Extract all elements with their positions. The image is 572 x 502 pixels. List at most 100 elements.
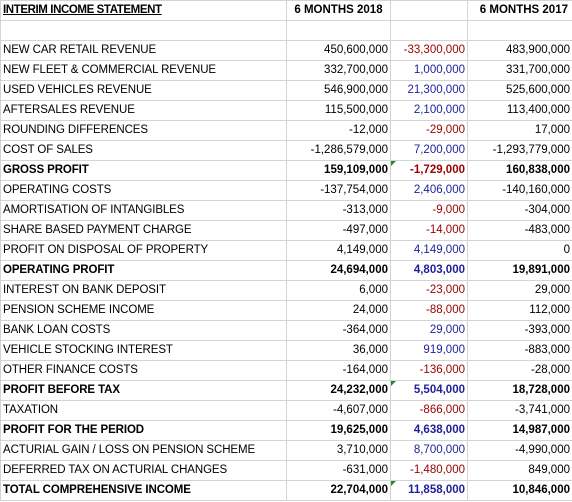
value-2017-cell[interactable]: -393,000 bbox=[467, 320, 572, 341]
variance-cell[interactable]: -866,000 bbox=[390, 400, 468, 421]
row-label-cell[interactable]: AFTERSALES REVENUE bbox=[0, 100, 287, 121]
value-2017-cell[interactable]: -304,000 bbox=[467, 200, 572, 221]
row-label-cell[interactable]: OPERATING COSTS bbox=[0, 180, 287, 201]
variance-cell[interactable]: 4,638,000 bbox=[390, 420, 468, 441]
value-2018-cell[interactable]: -364,000 bbox=[286, 320, 391, 341]
variance-cell[interactable]: -29,000 bbox=[390, 120, 468, 141]
row-label-cell[interactable]: TOTAL COMPREHENSIVE INCOME bbox=[0, 480, 287, 501]
value-2017-cell[interactable]: -3,741,000 bbox=[467, 400, 572, 421]
value-2018-cell[interactable]: -12,000 bbox=[286, 120, 391, 141]
variance-cell[interactable]: 21,300,000 bbox=[390, 80, 468, 101]
value-2017-cell[interactable]: 0 bbox=[467, 240, 572, 261]
row-label-cell[interactable]: OPERATING PROFIT bbox=[0, 260, 287, 281]
value-2018-cell[interactable]: -137,754,000 bbox=[286, 180, 391, 201]
variance-cell[interactable]: 5,504,000 bbox=[390, 380, 468, 401]
variance-cell[interactable]: -14,000 bbox=[390, 220, 468, 241]
value-2018-cell[interactable]: 546,900,000 bbox=[286, 80, 391, 101]
variance-cell[interactable]: -33,300,000 bbox=[390, 40, 468, 61]
value-2017-cell[interactable]: 113,400,000 bbox=[467, 100, 572, 121]
row-label-cell[interactable]: PROFIT BEFORE TAX bbox=[0, 380, 287, 401]
row-label-cell[interactable]: NEW FLEET & COMMERCIAL REVENUE bbox=[0, 60, 287, 81]
variance-cell[interactable]: 4,149,000 bbox=[390, 240, 468, 261]
value-2017-cell[interactable]: 331,700,000 bbox=[467, 60, 572, 81]
value-2017-cell[interactable]: 14,987,000 bbox=[467, 420, 572, 441]
value-2017-cell[interactable]: 10,846,000 bbox=[467, 480, 572, 501]
row-label-cell[interactable]: ROUNDING DIFFERENCES bbox=[0, 120, 287, 141]
variance-cell[interactable]: -136,000 bbox=[390, 360, 468, 381]
value-2018-cell[interactable]: 6,000 bbox=[286, 280, 391, 301]
variance-cell[interactable]: -88,000 bbox=[390, 300, 468, 321]
variance-cell[interactable]: 11,858,000 bbox=[390, 480, 468, 501]
variance-cell[interactable]: 2,406,000 bbox=[390, 180, 468, 201]
value-2017-cell[interactable]: 112,000 bbox=[467, 300, 572, 321]
value-2018-cell[interactable]: 22,704,000 bbox=[286, 480, 391, 501]
value-2018-cell[interactable]: -497,000 bbox=[286, 220, 391, 241]
row-label-cell[interactable]: TAXATION bbox=[0, 400, 287, 421]
value-2017-cell[interactable]: -140,160,000 bbox=[467, 180, 572, 201]
column-header-2017[interactable]: 6 MONTHS 2017 bbox=[467, 0, 572, 21]
value-2017-cell[interactable]: 160,838,000 bbox=[467, 160, 572, 181]
column-header-2018[interactable]: 6 MONTHS 2018 bbox=[286, 0, 391, 21]
row-label-cell[interactable]: OTHER FINANCE COSTS bbox=[0, 360, 287, 381]
variance-cell[interactable]: 1,000,000 bbox=[390, 60, 468, 81]
empty-cell[interactable] bbox=[286, 20, 391, 41]
variance-cell[interactable]: 919,000 bbox=[390, 340, 468, 361]
value-2017-cell[interactable]: 483,900,000 bbox=[467, 40, 572, 61]
empty-cell[interactable] bbox=[467, 20, 572, 41]
variance-cell[interactable]: -1,729,000 bbox=[390, 160, 468, 181]
value-2018-cell[interactable]: -631,000 bbox=[286, 460, 391, 481]
row-label-cell[interactable]: AMORTISATION OF INTANGIBLES bbox=[0, 200, 287, 221]
statement-title[interactable]: INTERIM INCOME STATEMENT bbox=[0, 0, 287, 21]
row-label-cell[interactable]: INTEREST ON BANK DEPOSIT bbox=[0, 280, 287, 301]
row-label-cell[interactable]: USED VEHICLES REVENUE bbox=[0, 80, 287, 101]
row-label-cell[interactable]: DEFERRED TAX ON ACTURIAL CHANGES bbox=[0, 460, 287, 481]
value-2018-cell[interactable]: 24,694,000 bbox=[286, 260, 391, 281]
value-2018-cell[interactable]: 115,500,000 bbox=[286, 100, 391, 121]
variance-cell[interactable]: 4,803,000 bbox=[390, 260, 468, 281]
value-2017-cell[interactable]: 17,000 bbox=[467, 120, 572, 141]
variance-cell[interactable]: -23,000 bbox=[390, 280, 468, 301]
column-header-variance[interactable] bbox=[390, 0, 468, 21]
value-2017-cell[interactable]: -28,000 bbox=[467, 360, 572, 381]
value-2018-cell[interactable]: 4,149,000 bbox=[286, 240, 391, 261]
value-2018-cell[interactable]: -4,607,000 bbox=[286, 400, 391, 421]
row-label-cell[interactable]: VEHICLE STOCKING INTEREST bbox=[0, 340, 287, 361]
variance-cell[interactable]: -9,000 bbox=[390, 200, 468, 221]
value-2017-cell[interactable]: 19,891,000 bbox=[467, 260, 572, 281]
row-label-cell[interactable]: PROFIT FOR THE PERIOD bbox=[0, 420, 287, 441]
row-label-cell[interactable]: ACTURIAL GAIN / LOSS ON PENSION SCHEME bbox=[0, 440, 287, 461]
variance-cell[interactable]: 29,000 bbox=[390, 320, 468, 341]
value-2018-cell[interactable]: 36,000 bbox=[286, 340, 391, 361]
value-2017-cell[interactable]: 18,728,000 bbox=[467, 380, 572, 401]
value-2017-cell[interactable]: 849,000 bbox=[467, 460, 572, 481]
value-2018-cell[interactable]: 332,700,000 bbox=[286, 60, 391, 81]
value-2017-cell[interactable]: -1,293,779,000 bbox=[467, 140, 572, 161]
value-2017-cell[interactable]: -483,000 bbox=[467, 220, 572, 241]
variance-cell[interactable]: 7,200,000 bbox=[390, 140, 468, 161]
row-label-cell[interactable]: BANK LOAN COSTS bbox=[0, 320, 287, 341]
value-2017-cell[interactable]: -4,990,000 bbox=[467, 440, 572, 461]
value-2018-cell[interactable]: 159,109,000 bbox=[286, 160, 391, 181]
variance-cell[interactable]: 2,100,000 bbox=[390, 100, 468, 121]
value-2017-cell[interactable]: 525,600,000 bbox=[467, 80, 572, 101]
row-label-cell[interactable]: COST OF SALES bbox=[0, 140, 287, 161]
value-2018-cell[interactable]: -1,286,579,000 bbox=[286, 140, 391, 161]
row-label-cell[interactable]: GROSS PROFIT bbox=[0, 160, 287, 181]
row-label-cell[interactable]: PROFIT ON DISPOSAL OF PROPERTY bbox=[0, 240, 287, 261]
value-2018-cell[interactable]: 24,232,000 bbox=[286, 380, 391, 401]
value-2017-cell[interactable]: -883,000 bbox=[467, 340, 572, 361]
variance-cell[interactable]: -1,480,000 bbox=[390, 460, 468, 481]
empty-cell[interactable] bbox=[390, 20, 468, 41]
row-label-cell[interactable]: PENSION SCHEME INCOME bbox=[0, 300, 287, 321]
row-label-cell[interactable]: SHARE BASED PAYMENT CHARGE bbox=[0, 220, 287, 241]
value-2018-cell[interactable]: 3,710,000 bbox=[286, 440, 391, 461]
empty-cell[interactable] bbox=[0, 20, 287, 41]
value-2018-cell[interactable]: 450,600,000 bbox=[286, 40, 391, 61]
value-2018-cell[interactable]: 19,625,000 bbox=[286, 420, 391, 441]
value-2017-cell[interactable]: 29,000 bbox=[467, 280, 572, 301]
value-2018-cell[interactable]: 24,000 bbox=[286, 300, 391, 321]
row-label-cell[interactable]: NEW CAR RETAIL REVENUE bbox=[0, 40, 287, 61]
value-2018-cell[interactable]: -164,000 bbox=[286, 360, 391, 381]
value-2018-cell[interactable]: -313,000 bbox=[286, 200, 391, 221]
variance-cell[interactable]: 8,700,000 bbox=[390, 440, 468, 461]
